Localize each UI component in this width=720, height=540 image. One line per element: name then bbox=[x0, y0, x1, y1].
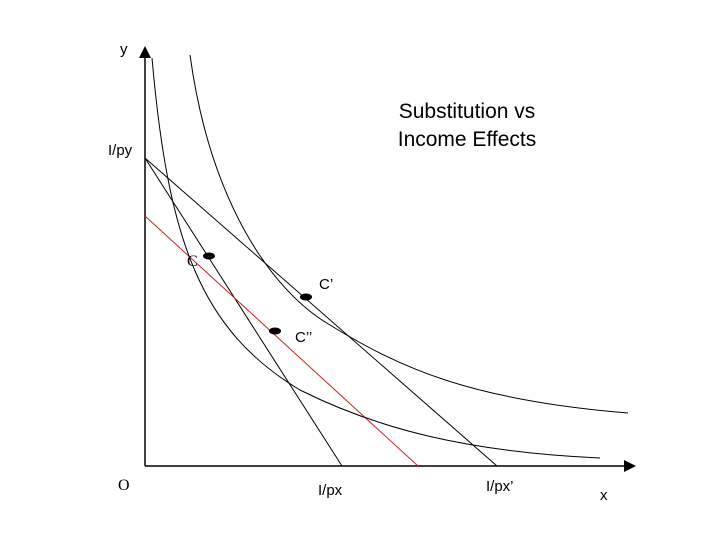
new-budget-line bbox=[144, 157, 498, 467]
income-over-px-label: I/px bbox=[318, 482, 343, 499]
original-budget-line bbox=[144, 157, 343, 467]
higher-indifference-curve bbox=[189, 54, 629, 414]
diagram-title: Substitution vs Income Effects bbox=[372, 98, 562, 154]
point-c-prime-marker bbox=[300, 293, 312, 301]
point-c-double-prime-label: C’’ bbox=[295, 329, 313, 346]
point-c-label: C bbox=[187, 253, 198, 270]
compensated-budget-line bbox=[144, 215, 419, 467]
income-over-px-prime-label: I/px’ bbox=[486, 478, 514, 495]
lower-indifference-curve bbox=[151, 57, 601, 459]
x-axis-label: x bbox=[600, 487, 608, 504]
origin-label: O bbox=[118, 477, 130, 494]
title-line-1: Substitution vs bbox=[398, 100, 536, 123]
point-c-prime-label: C’ bbox=[319, 276, 334, 293]
point-c-double-prime-marker bbox=[269, 327, 281, 335]
income-over-py-label: I/py bbox=[108, 142, 133, 159]
title-line-2: Income Effects bbox=[397, 128, 537, 151]
point-c-marker bbox=[203, 252, 215, 260]
y-axis-label: y bbox=[120, 41, 128, 58]
